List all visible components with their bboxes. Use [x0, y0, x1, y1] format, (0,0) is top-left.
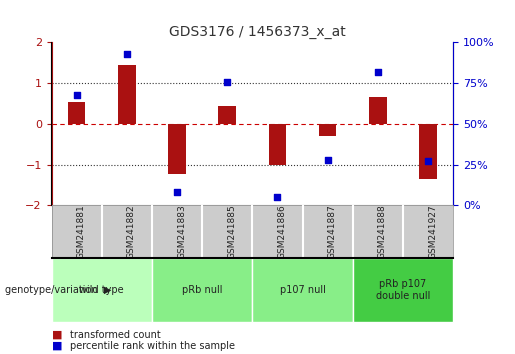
Text: GSM241885: GSM241885	[227, 205, 236, 259]
Point	[273, 194, 282, 200]
Text: GSM241888: GSM241888	[378, 205, 387, 259]
Bar	[419, 124, 437, 179]
Bar	[369, 97, 387, 124]
Point	[223, 79, 231, 84]
Point	[123, 51, 131, 57]
Text: pRb p107
double null: pRb p107 double null	[376, 279, 430, 301]
Text: ■: ■	[52, 330, 62, 339]
Bar	[168, 124, 186, 173]
Text: p107 null: p107 null	[280, 285, 325, 295]
Point	[424, 159, 432, 164]
Bar	[218, 105, 236, 124]
Text: GDS3176 / 1456373_x_at: GDS3176 / 1456373_x_at	[169, 25, 346, 39]
Bar	[353, 258, 453, 322]
Point	[73, 92, 81, 97]
Point	[374, 69, 382, 75]
Text: pRb null: pRb null	[182, 285, 222, 295]
Text: GSM241883: GSM241883	[177, 205, 186, 259]
Bar	[252, 258, 353, 322]
Bar	[152, 258, 252, 322]
Bar	[118, 65, 135, 124]
Text: GSM241927: GSM241927	[428, 205, 437, 259]
Text: GSM241887: GSM241887	[328, 205, 337, 259]
Bar	[52, 258, 152, 322]
Text: GSM241886: GSM241886	[278, 205, 286, 259]
Text: wild type: wild type	[79, 285, 124, 295]
Point	[323, 157, 332, 162]
Bar	[269, 124, 286, 165]
Text: ■: ■	[52, 341, 62, 351]
Text: GSM241882: GSM241882	[127, 205, 136, 259]
Bar	[68, 102, 85, 124]
Text: transformed count: transformed count	[70, 330, 160, 339]
Bar	[319, 124, 336, 136]
Point	[173, 189, 181, 195]
Text: genotype/variation  ▶: genotype/variation ▶	[5, 285, 112, 295]
Text: GSM241881: GSM241881	[77, 205, 85, 259]
Text: percentile rank within the sample: percentile rank within the sample	[70, 341, 234, 351]
